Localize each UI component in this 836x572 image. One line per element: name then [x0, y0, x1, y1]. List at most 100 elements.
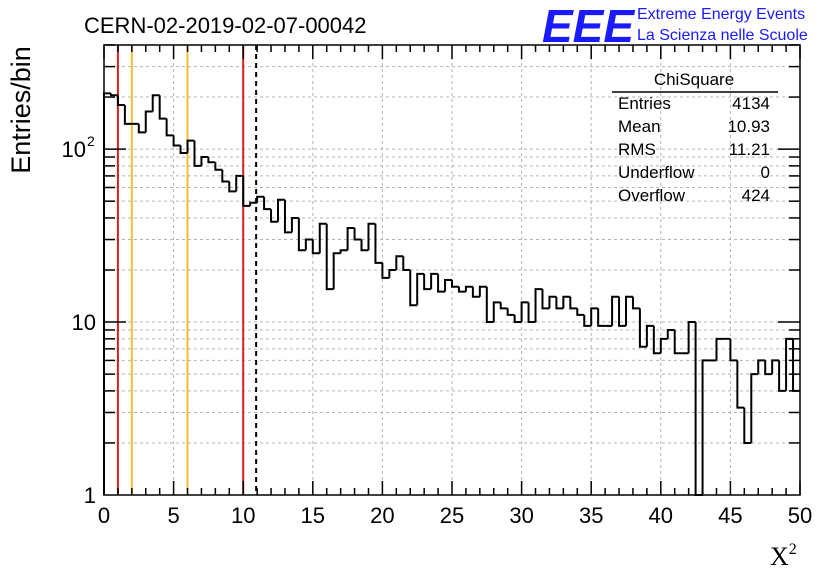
- histogram-bin: [402, 256, 411, 271]
- histogram-bin: [652, 325, 661, 355]
- histogram-bin: [179, 145, 188, 154]
- x-axis-label: X2: [770, 541, 797, 571]
- y-tick-label-superscript: 2: [87, 133, 95, 149]
- histogram-bin: [451, 280, 459, 288]
- histogram-bin: [715, 337, 724, 361]
- y-axis-label: Entries/bin: [6, 46, 36, 174]
- x-tick-label: 5: [167, 503, 179, 528]
- histogram-bin: [437, 273, 446, 293]
- histogram-bin: [144, 110, 153, 133]
- histogram-bin: [339, 249, 348, 254]
- stats-label: Mean: [618, 117, 661, 136]
- histogram-bin: [423, 273, 432, 291]
- histogram-bin: [325, 223, 334, 291]
- histogram-bin: [228, 181, 237, 193]
- histogram-bin: [297, 217, 306, 252]
- histogram-bin: [611, 295, 620, 326]
- histogram-bin: [172, 135, 181, 147]
- histogram-bin: [444, 279, 452, 292]
- histogram-bin: [374, 223, 383, 264]
- histogram-bin: [395, 255, 404, 270]
- histogram-bin: [186, 139, 195, 153]
- reference-lines: [116, 45, 258, 495]
- histogram-bin: [625, 295, 633, 326]
- x-tick-label: 15: [301, 503, 325, 528]
- x-tick-label: 40: [649, 503, 673, 528]
- histogram-bin: [457, 286, 466, 293]
- histogram-bin: [750, 373, 759, 443]
- x-axis-label-superscript: 2: [789, 541, 797, 558]
- histogram-bin: [249, 201, 258, 206]
- x-tick-label: 30: [509, 503, 533, 528]
- stats-value: 424: [742, 186, 770, 205]
- x-tick-label: 25: [440, 503, 464, 528]
- histogram-bin: [304, 238, 313, 251]
- histogram-bin: [151, 94, 160, 112]
- histogram-bin: [583, 314, 592, 327]
- histogram-bin: [318, 222, 327, 254]
- histogram-bin: [416, 272, 425, 306]
- histogram-bin: [256, 195, 265, 203]
- histogram-bin: [409, 270, 418, 307]
- stats-rows: Entries 4134 Mean 10.93 RMS 11.21 Underflow 0 Ov…: [618, 94, 770, 205]
- x-tick-label: 45: [718, 503, 742, 528]
- histogram-bin: [631, 296, 640, 310]
- histogram-bin: [729, 338, 738, 362]
- x-tick-label: 35: [579, 503, 603, 528]
- x-tick-label: 50: [788, 503, 812, 528]
- histogram-bin: [242, 175, 251, 207]
- histogram-bin: [736, 360, 745, 409]
- stats-label: RMS: [618, 140, 656, 159]
- histogram-bin: [263, 196, 272, 211]
- histogram-bin: [541, 289, 550, 310]
- histogram-bin: [520, 301, 529, 323]
- histogram-bin: [506, 308, 515, 316]
- stats-box: ChiSquare Entries 4134 Mean 10.93 RMS 11.21 Un…: [612, 70, 778, 205]
- histogram-bin: [548, 295, 557, 309]
- histogram-bin: [673, 329, 682, 355]
- histogram-bin: [527, 302, 536, 324]
- y-tick-label: 10: [72, 310, 96, 335]
- x-tick-label: 0: [98, 503, 110, 528]
- histogram-bin: [694, 322, 703, 496]
- histogram-bin: [430, 272, 439, 290]
- histogram-bin: [346, 226, 355, 251]
- histogram-bin: [137, 123, 146, 134]
- histogram-bin: [360, 239, 369, 252]
- histogram-bin: [221, 169, 230, 183]
- histogram-bin: [757, 359, 766, 375]
- histogram-bin: [214, 162, 223, 171]
- histogram-bin: [235, 174, 244, 192]
- histogram-bin: [270, 209, 278, 223]
- histogram-bin: [701, 359, 710, 495]
- histogram-bin: [158, 95, 167, 120]
- histogram-bin: [123, 104, 132, 125]
- logo-line-2: La Scienza nelle Scuole: [637, 27, 808, 44]
- histogram-bin: [381, 262, 390, 279]
- histogram-bin: [764, 360, 773, 376]
- chart-title: CERN-02-2019-02-07-00042: [84, 13, 367, 38]
- histogram-bin: [103, 92, 111, 495]
- histogram-bin: [590, 307, 599, 326]
- x-tick-label: 20: [370, 503, 394, 528]
- histogram-bin: [569, 296, 578, 310]
- histogram-bin: [478, 285, 487, 297]
- histogram-bin: [492, 301, 501, 323]
- histogram-bin: [638, 308, 647, 348]
- histogram-bin: [332, 252, 341, 290]
- logo-line-1: Extreme Energy Events: [637, 6, 805, 23]
- histogram-bin: [471, 286, 480, 298]
- histogram-bin: [290, 216, 299, 233]
- histogram-bin: [618, 296, 626, 327]
- stats-label: Overflow: [618, 186, 686, 205]
- histogram-bin: [109, 93, 118, 97]
- histogram-bin: [116, 95, 125, 106]
- histogram-bin: [485, 286, 494, 324]
- stats-value: 11.21: [729, 140, 770, 159]
- histogram-bin: [200, 156, 209, 166]
- histogram-bin: [513, 314, 522, 324]
- histogram-bin: [792, 338, 800, 392]
- histogram-bin: [576, 308, 585, 316]
